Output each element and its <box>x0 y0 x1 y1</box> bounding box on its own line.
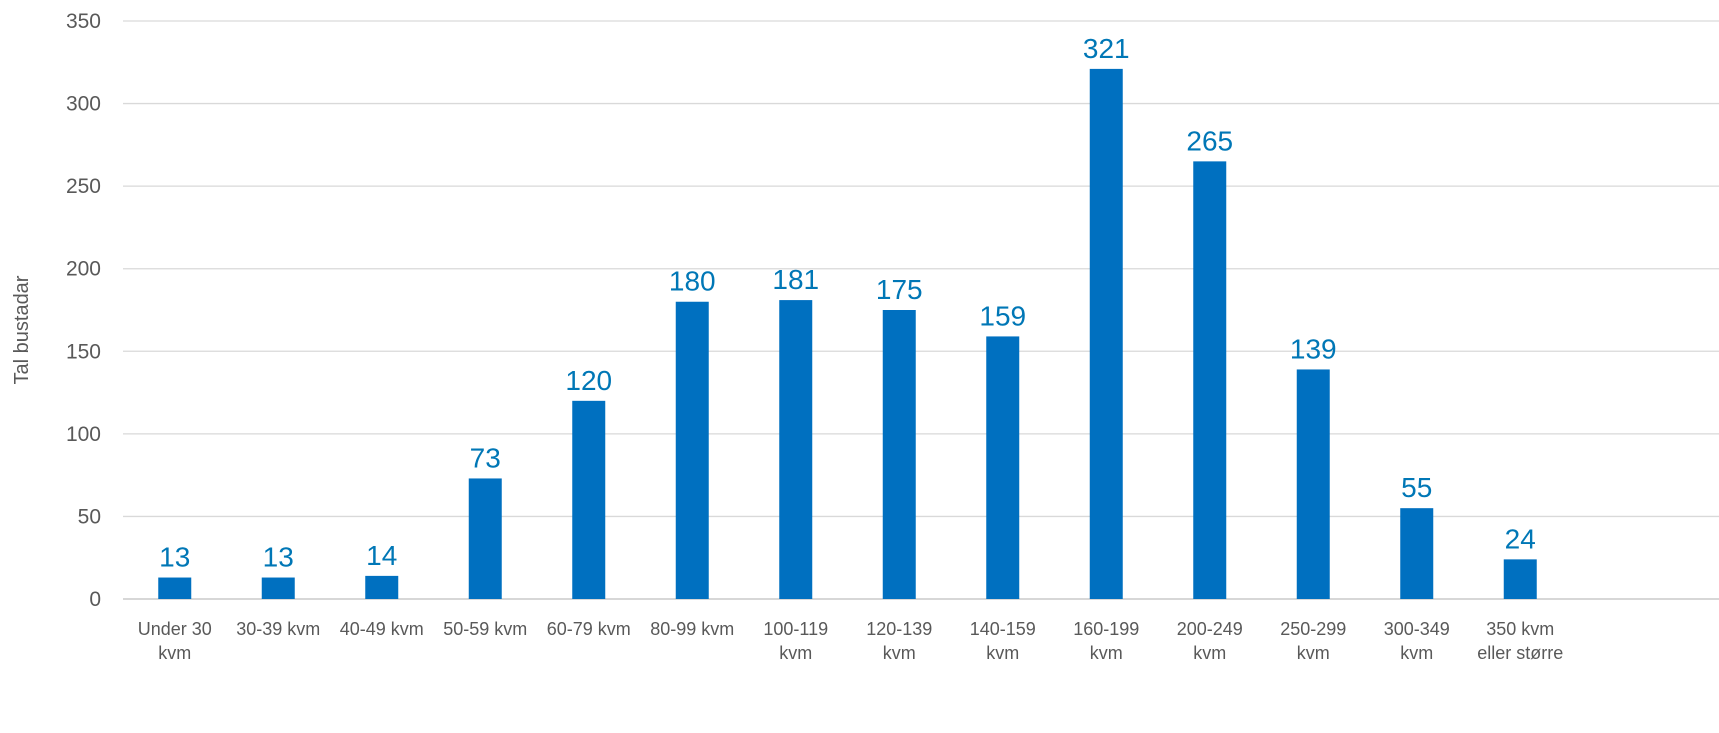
x-tick-label-line: 200-249 <box>1177 619 1243 639</box>
x-tick-label-line: kvm <box>1090 643 1123 663</box>
bar <box>882 310 916 599</box>
x-tick-label-line: kvm <box>883 643 916 663</box>
x-tick-label: Under 30 kvm <box>138 619 212 663</box>
x-tick-label-line: kvm <box>1193 643 1226 663</box>
y-tick-label: 0 <box>89 588 101 611</box>
bar <box>986 336 1020 599</box>
x-tick-label-line: 140-159 <box>970 619 1036 639</box>
y-axis-label: Tal bustadar <box>11 275 33 384</box>
bar <box>572 400 606 599</box>
data-label: 321 <box>1083 33 1130 64</box>
x-tick-label-line: 350 kvm <box>1486 619 1554 639</box>
x-tick-label-line: 30-39 kvm <box>236 619 320 639</box>
y-tick-label: 100 <box>66 423 101 446</box>
y-tick-label: 300 <box>66 93 101 116</box>
bar <box>1296 369 1330 599</box>
x-tick-label: 120-139 kvm <box>866 619 932 663</box>
x-tick-label-line: 40-49 kvm <box>340 619 424 639</box>
bar <box>158 577 192 599</box>
bar <box>1193 161 1227 599</box>
x-tick-label-line: kvm <box>779 643 812 663</box>
x-tick-label: 160-199 kvm <box>1073 619 1139 663</box>
data-label: 13 <box>159 542 190 573</box>
data-label: 159 <box>979 300 1026 331</box>
bars <box>158 68 1537 600</box>
x-tick-label: 50-59 kvm <box>443 619 527 639</box>
x-tick-label-line: 250-299 <box>1280 619 1346 639</box>
x-tick-label: 140-159 kvm <box>970 619 1036 663</box>
y-tick-label: 250 <box>66 175 101 198</box>
x-tick-label-line: 160-199 <box>1073 619 1139 639</box>
x-tick-label-line: kvm <box>158 643 191 663</box>
data-label: 139 <box>1290 333 1337 364</box>
x-tick-label-line: 120-139 <box>866 619 932 639</box>
data-label: 181 <box>772 264 819 295</box>
bar <box>1400 508 1434 599</box>
data-label: 13 <box>263 542 294 573</box>
x-tick-label: 200-249 kvm <box>1177 619 1243 663</box>
y-tick-label: 200 <box>66 258 101 281</box>
bar <box>1503 559 1537 599</box>
data-label: 180 <box>669 266 716 297</box>
bar <box>261 577 295 599</box>
x-axis-ticks: Under 30 kvm 30-39 kvm 40-49 kvm 50-59 kvm 60… <box>138 619 1564 663</box>
x-tick-label-line: 50-59 kvm <box>443 619 527 639</box>
x-tick-label: 80-99 kvm <box>650 619 734 639</box>
x-tick-label: 30-39 kvm <box>236 619 320 639</box>
x-tick-label-line: kvm <box>986 643 1019 663</box>
x-tick-label: 350 kvm eller større <box>1477 619 1563 663</box>
data-labels: 13 13 14 73 120 180 181 175 159 321 265 139 55 24 <box>159 33 1536 573</box>
x-tick-label-line: 80-99 kvm <box>650 619 734 639</box>
data-label: 120 <box>565 365 612 396</box>
data-label: 73 <box>470 442 501 473</box>
x-tick-label-line: kvm <box>1400 643 1433 663</box>
data-label: 14 <box>366 540 397 571</box>
data-label: 265 <box>1186 125 1233 156</box>
data-label: 175 <box>876 274 923 305</box>
x-tick-label: 300-349 kvm <box>1384 619 1450 663</box>
bar <box>675 301 709 599</box>
x-tick-label-line: eller større <box>1477 643 1563 663</box>
x-tick-label: 100-119 kvm <box>763 619 828 663</box>
bar <box>468 478 502 599</box>
x-tick-label: 40-49 kvm <box>340 619 424 639</box>
gridlines <box>123 20 1719 600</box>
data-label: 24 <box>1505 523 1536 554</box>
x-tick-label: 250-299 kvm <box>1280 619 1346 663</box>
bar <box>1089 68 1123 600</box>
bar <box>365 575 399 599</box>
x-tick-label-line: 100-119 <box>763 619 828 639</box>
y-axis-ticks: 0 50 100 150 200 250 300 350 <box>66 10 101 611</box>
x-tick-label: 60-79 kvm <box>547 619 631 639</box>
data-label: 55 <box>1401 472 1432 503</box>
bar <box>779 300 813 599</box>
x-tick-label-line: kvm <box>1297 643 1330 663</box>
x-tick-label-line: 60-79 kvm <box>547 619 631 639</box>
y-tick-label: 50 <box>78 505 101 528</box>
x-tick-label-line: 300-349 <box>1384 619 1450 639</box>
y-tick-label: 350 <box>66 10 101 33</box>
x-tick-label-line: Under 30 <box>138 619 212 639</box>
y-tick-label: 150 <box>66 340 101 363</box>
